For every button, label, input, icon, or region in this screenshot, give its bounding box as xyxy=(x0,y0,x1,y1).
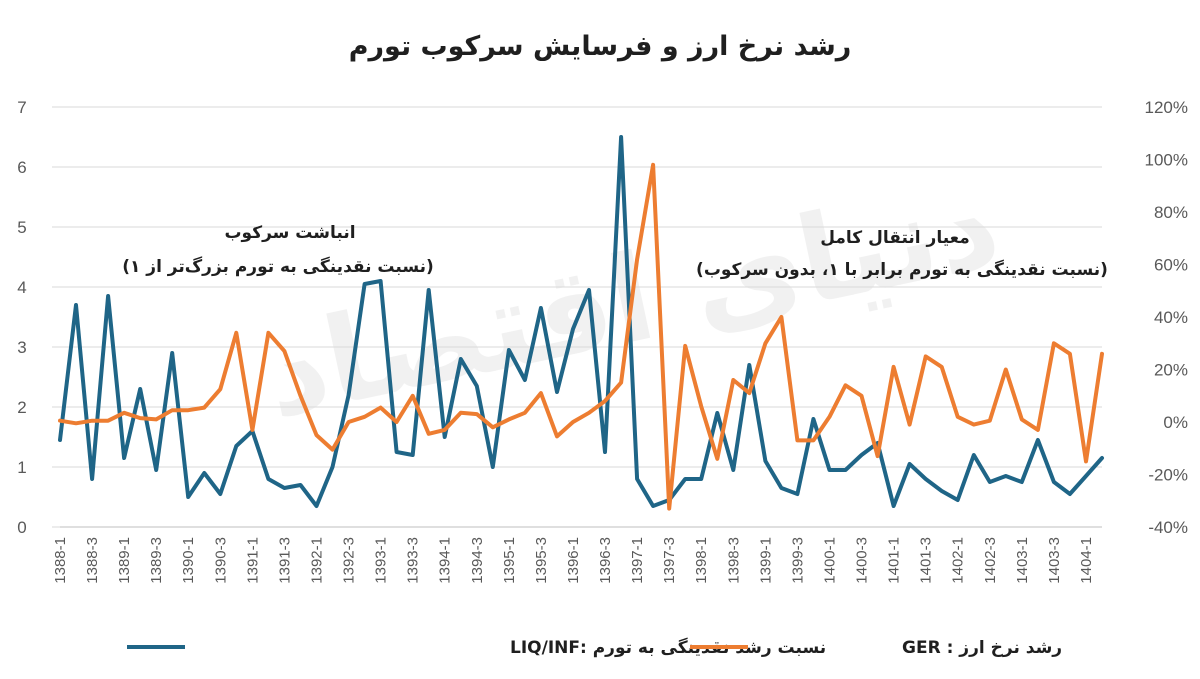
x-tick-label: 1390-3 xyxy=(212,537,229,584)
annotation-right-subtitle: (نسبت نقدینگی به تورم برابر با ۱، بدون س… xyxy=(696,259,1108,280)
right-tick-label: 120% xyxy=(1145,98,1188,117)
x-tick-label: 1396-3 xyxy=(597,537,614,584)
right-tick-label: 0% xyxy=(1163,413,1188,432)
right-tick-label: -40% xyxy=(1148,518,1188,537)
x-tick-label: 1395-1 xyxy=(501,537,518,584)
x-tick-label: 1402-3 xyxy=(982,537,999,584)
right-tick-label: 40% xyxy=(1154,308,1188,327)
annotation-left-subtitle: (نسبت نقدینگی به تورم بزرگ‌تر از ۱) xyxy=(122,256,434,277)
x-tick-label: 1393-3 xyxy=(405,537,422,584)
x-axis: 1388-1 1388-3 1389-1 1389-3 1390-1 1390-3 1391… xyxy=(52,526,1102,584)
series-layer xyxy=(58,135,1104,511)
left-tick-label: 3 xyxy=(17,338,26,357)
x-tick-label: 1395-3 xyxy=(533,537,550,584)
x-tick-label: 1392-3 xyxy=(341,537,358,584)
x-tick-label: 1398-3 xyxy=(725,537,742,584)
left-y-axis: 0 1 2 3 4 5 6 7 xyxy=(17,98,26,537)
x-tick-label: 1402-1 xyxy=(950,537,967,584)
annotation-left: انباشت سرکوب (نسبت نقدینگی به تورم بزرگ‌… xyxy=(122,223,434,277)
x-tick-label: 1392-1 xyxy=(308,537,325,584)
annotation-left-title: انباشت سرکوب xyxy=(224,223,355,243)
legend-label-ger: رشد نرخ ارز : GER xyxy=(902,638,1062,658)
x-tick-label: 1393-1 xyxy=(373,537,390,584)
x-tick-label: 1391-1 xyxy=(244,537,261,584)
left-tick-label: 4 xyxy=(17,278,26,297)
left-tick-label: 1 xyxy=(17,458,26,477)
annotation-right-title: معیار انتقال کامل xyxy=(820,228,970,248)
left-tick-label: 2 xyxy=(17,398,26,417)
series-line-liq-inf xyxy=(58,135,1104,508)
right-tick-label: -20% xyxy=(1148,466,1188,485)
x-tick-label: 1389-3 xyxy=(148,537,165,584)
x-tick-label: 1396-1 xyxy=(565,537,582,584)
x-tick-label: 1398-1 xyxy=(693,537,710,584)
legend: نسبت رشد نقدینگی به تورم :LIQ/INF رشد نر… xyxy=(127,637,1062,658)
x-tick-label: 1390-1 xyxy=(180,537,197,584)
left-tick-label: 0 xyxy=(17,518,26,537)
series-line-ger xyxy=(58,162,1104,511)
x-tick-label: 1397-1 xyxy=(629,537,646,584)
left-tick-label: 6 xyxy=(17,158,26,177)
x-tick-label: 1403-3 xyxy=(1046,537,1063,584)
right-tick-label: 100% xyxy=(1145,151,1188,170)
x-tick-label: 1399-1 xyxy=(757,537,774,584)
left-tick-label: 5 xyxy=(17,218,26,237)
x-tick-label: 1391-3 xyxy=(276,537,293,584)
annotation-right: معیار انتقال کامل (نسبت نقدینگی به تورم … xyxy=(696,228,1108,280)
x-tick-label: 1401-3 xyxy=(918,537,935,584)
x-tick-label: 1394-3 xyxy=(469,537,486,584)
x-tick-label: 1404-1 xyxy=(1078,537,1095,584)
x-tick-label: 1394-1 xyxy=(437,537,454,584)
right-tick-label: 60% xyxy=(1154,256,1188,275)
x-tick-label: 1399-3 xyxy=(789,537,806,584)
x-tick-label: 1388-3 xyxy=(84,537,101,584)
right-y-axis: -40% -20% 0% 20% 40% 60% 80% 100% 120% xyxy=(1145,98,1188,537)
chart-title: رشد نرخ ارز و فرسایش سرکوب تورم xyxy=(349,31,852,62)
x-tick-label: 1400-1 xyxy=(821,537,838,584)
left-tick-label: 7 xyxy=(17,98,26,117)
right-tick-label: 20% xyxy=(1154,361,1188,380)
legend-label-liq: نسبت رشد نقدینگی به تورم :LIQ/INF xyxy=(510,637,826,658)
x-tick-label: 1403-1 xyxy=(1014,537,1031,584)
x-tick-label: 1389-1 xyxy=(116,537,133,584)
x-tick-label: 1400-3 xyxy=(854,537,871,584)
x-tick-label: 1401-1 xyxy=(886,537,903,584)
x-tick-label: 1397-3 xyxy=(661,537,678,584)
right-tick-label: 80% xyxy=(1154,203,1188,222)
x-tick-label: 1388-1 xyxy=(52,537,69,584)
